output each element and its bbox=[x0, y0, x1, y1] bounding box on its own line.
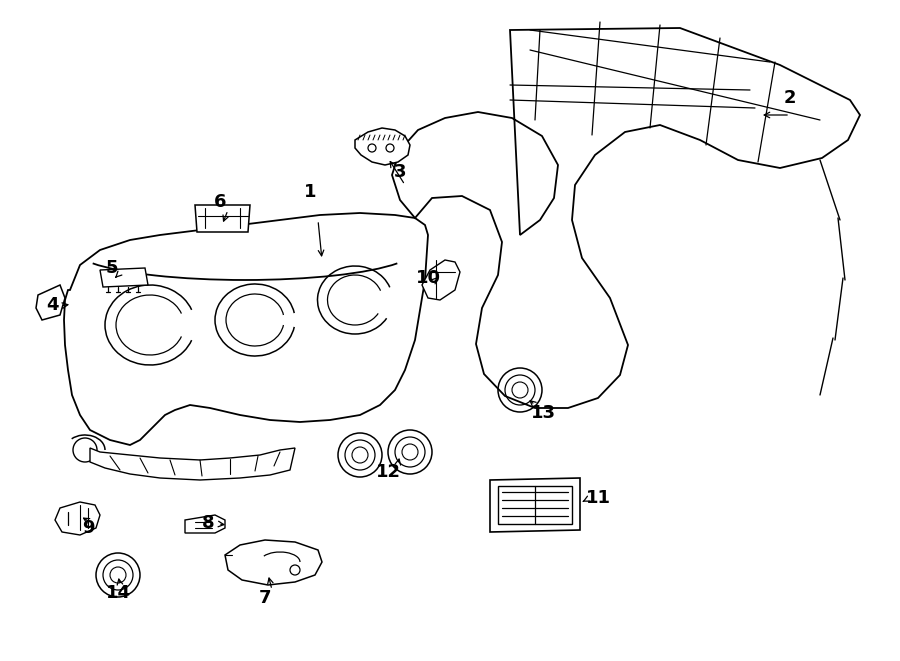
Polygon shape bbox=[55, 502, 100, 535]
Polygon shape bbox=[36, 285, 65, 320]
Text: 6: 6 bbox=[214, 193, 226, 211]
Text: 4: 4 bbox=[46, 296, 58, 314]
Text: 5: 5 bbox=[106, 259, 118, 277]
Polygon shape bbox=[498, 486, 572, 524]
Text: 11: 11 bbox=[586, 489, 610, 507]
Polygon shape bbox=[64, 213, 428, 445]
Polygon shape bbox=[422, 260, 460, 300]
Text: 9: 9 bbox=[82, 519, 94, 537]
Text: 8: 8 bbox=[202, 514, 214, 532]
Polygon shape bbox=[392, 28, 860, 408]
Polygon shape bbox=[90, 448, 295, 480]
Text: 7: 7 bbox=[259, 589, 271, 607]
Text: 3: 3 bbox=[394, 163, 406, 181]
Polygon shape bbox=[355, 128, 410, 165]
Text: 13: 13 bbox=[530, 404, 555, 422]
Text: 1: 1 bbox=[304, 183, 316, 201]
Polygon shape bbox=[195, 205, 250, 232]
Polygon shape bbox=[185, 515, 225, 533]
Polygon shape bbox=[225, 540, 322, 585]
Polygon shape bbox=[490, 478, 580, 532]
Polygon shape bbox=[100, 268, 148, 287]
Text: 10: 10 bbox=[416, 269, 440, 287]
Text: 2: 2 bbox=[784, 89, 796, 107]
Text: 12: 12 bbox=[375, 463, 401, 481]
Text: 14: 14 bbox=[105, 584, 130, 602]
